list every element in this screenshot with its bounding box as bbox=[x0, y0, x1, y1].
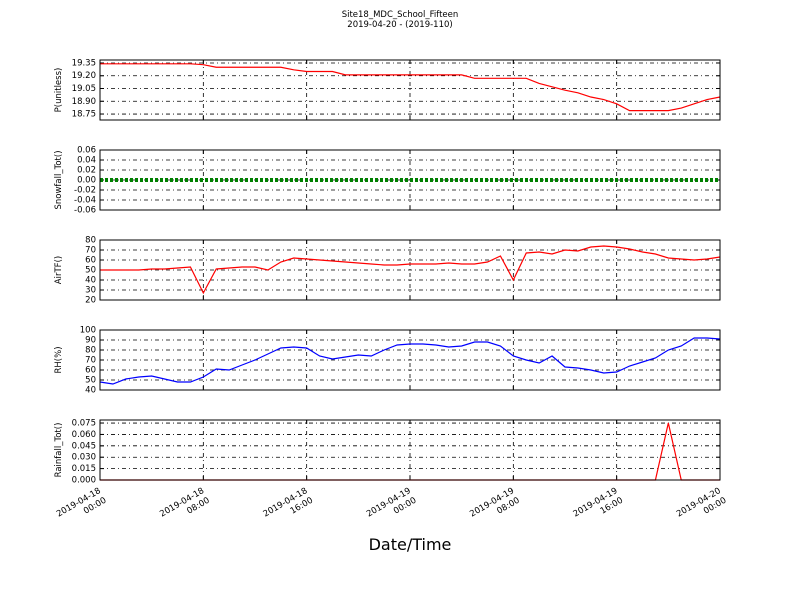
y-tick-label: 20 bbox=[85, 296, 96, 306]
data-line bbox=[99, 337, 721, 385]
plot-frame bbox=[99, 59, 721, 121]
x-axis-label: Date/Time bbox=[369, 535, 452, 554]
y-tick-label: -0.06 bbox=[74, 206, 96, 216]
plot-frame bbox=[99, 149, 721, 211]
plot-frame bbox=[99, 239, 721, 301]
data-line bbox=[100, 63, 721, 112]
y-tick-label: 0.00 bbox=[77, 176, 96, 186]
y-tick-label: 0.060 bbox=[72, 430, 96, 440]
y-tick-label: 60 bbox=[85, 366, 96, 376]
y-tick-label: 19.20 bbox=[72, 71, 96, 81]
y-tick-label: 70 bbox=[85, 356, 96, 366]
y-axis-label: P(unitless) bbox=[54, 68, 64, 113]
y-tick-label: 30 bbox=[85, 286, 96, 296]
title: Site18_MDC_School_Fifteen bbox=[342, 10, 459, 20]
y-tick-label: 60 bbox=[85, 256, 96, 266]
y-tick-label: 0.06 bbox=[77, 146, 96, 156]
y-axis-label: AirTF() bbox=[54, 256, 64, 284]
y-tick-label: 0.000 bbox=[72, 476, 96, 486]
y-tick-label: -0.04 bbox=[74, 196, 96, 206]
y-tick-label: 50 bbox=[85, 376, 96, 386]
y-tick-label: 0.015 bbox=[72, 464, 96, 474]
plot-frame bbox=[99, 419, 721, 481]
y-tick-label: 80 bbox=[85, 346, 96, 356]
y-tick-label: 19.05 bbox=[72, 84, 96, 94]
y-axis-label: RH(%) bbox=[54, 346, 64, 373]
y-tick-label: 50 bbox=[85, 266, 96, 276]
y-tick-label: -0.02 bbox=[74, 186, 96, 196]
y-tick-label: 0.02 bbox=[77, 166, 96, 176]
y-tick-label: 0.045 bbox=[72, 441, 96, 451]
y-tick-label: 18.90 bbox=[72, 97, 96, 107]
y-axis-label: Rainfall_Tot() bbox=[54, 423, 64, 478]
y-tick-label: 18.75 bbox=[72, 110, 96, 120]
y-tick-label: 0.030 bbox=[72, 453, 96, 463]
y-tick-label: 70 bbox=[85, 246, 96, 256]
y-tick-label: 40 bbox=[85, 276, 96, 286]
y-tick-label: 80 bbox=[85, 236, 96, 246]
y-tick-label: 0.04 bbox=[77, 156, 96, 166]
data-line bbox=[100, 245, 721, 295]
y-tick-label: 0.075 bbox=[72, 419, 96, 429]
y-axis-label: Snowfall_Tot() bbox=[54, 150, 64, 209]
y-tick-label: 19.35 bbox=[72, 58, 96, 68]
plot-frame bbox=[99, 329, 721, 391]
subtitle: 2019-04-20 - (2019-110) bbox=[347, 20, 452, 30]
y-tick-label: 90 bbox=[85, 336, 96, 346]
y-tick-label: 40 bbox=[85, 386, 96, 396]
y-tick-label: 100 bbox=[80, 326, 96, 336]
